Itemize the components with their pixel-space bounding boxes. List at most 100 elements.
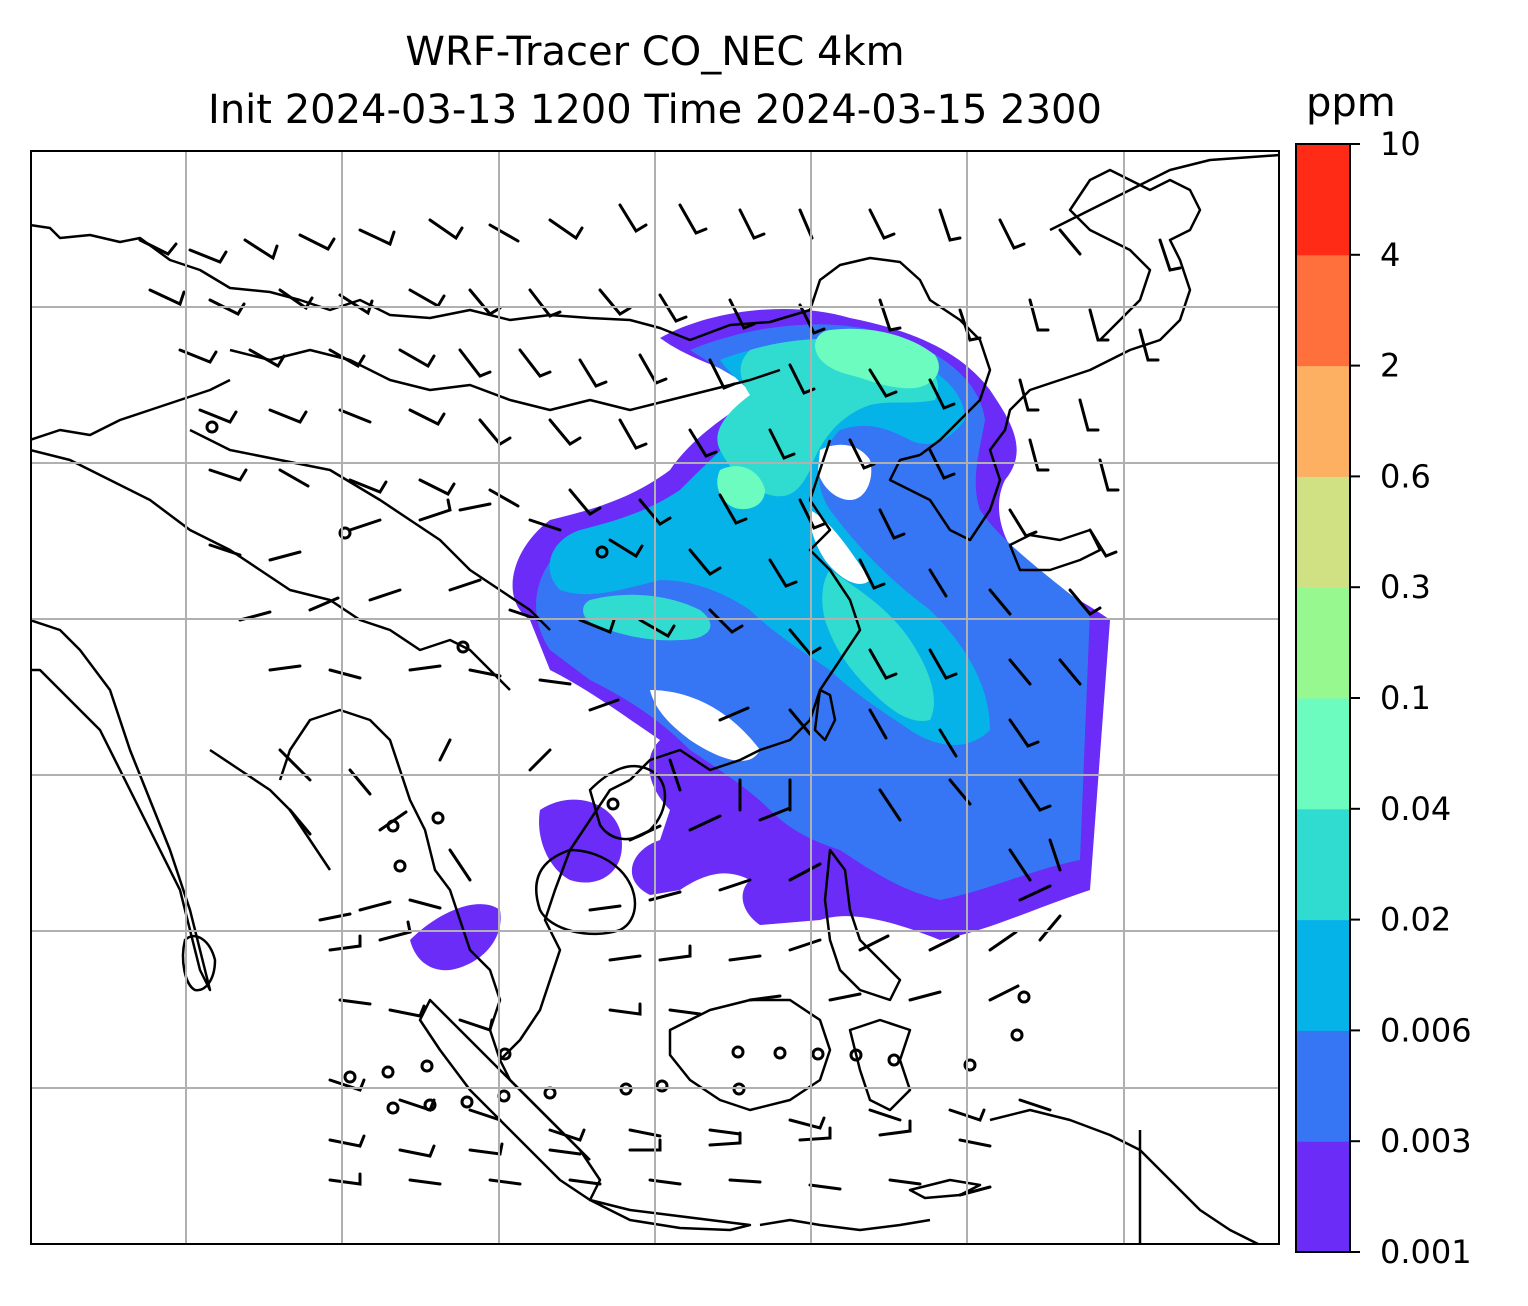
tracer-plume	[410, 308, 1110, 971]
barb	[618, 203, 648, 234]
barb	[658, 293, 688, 323]
barb	[828, 992, 862, 1002]
barb	[488, 223, 520, 243]
barb	[768, 558, 798, 588]
barb	[798, 1126, 832, 1142]
barb	[1078, 398, 1100, 432]
coastline-timor	[908, 1178, 982, 1200]
calm-marker	[887, 1053, 901, 1067]
calm-marker	[205, 420, 219, 434]
barb	[1018, 884, 1052, 902]
barb	[1008, 848, 1032, 882]
border-central-asia	[30, 378, 231, 442]
barb	[288, 808, 312, 836]
barb	[788, 938, 822, 952]
calm-marker	[731, 1045, 745, 1059]
barb	[928, 648, 958, 680]
barb	[243, 238, 279, 261]
barb	[1008, 508, 1038, 538]
calm-marker	[338, 526, 352, 540]
colorbar-tick-label: 0.001	[1380, 1233, 1472, 1271]
plume-green-west	[717, 466, 765, 510]
barb	[608, 1002, 642, 1016]
barb	[568, 488, 602, 516]
colorbar-tick-label: 0.006	[1380, 1011, 1472, 1049]
barb	[1048, 838, 1062, 872]
barb	[538, 678, 572, 686]
barb	[888, 1178, 922, 1186]
barb	[1028, 298, 1050, 332]
barb	[588, 904, 622, 912]
plume-gap-3	[650, 690, 760, 761]
barb	[548, 1148, 582, 1156]
colorbar-swatches	[1296, 144, 1350, 1253]
barb	[858, 934, 890, 952]
coastline-srilanka	[181, 934, 217, 992]
barb	[308, 596, 340, 612]
barb	[1018, 378, 1040, 412]
calm-marker	[1010, 1028, 1024, 1042]
coastline-gulf	[588, 764, 667, 841]
colorbar-swatch	[1296, 1141, 1350, 1253]
barb	[328, 1172, 362, 1186]
barb	[638, 618, 676, 639]
barb	[458, 502, 492, 512]
barb	[728, 1178, 762, 1184]
coastline-japan	[1008, 528, 1102, 572]
plume-purple-south	[539, 799, 622, 883]
coastline-kamchatka	[1049, 153, 1280, 232]
barb	[208, 468, 248, 482]
barb	[688, 428, 718, 458]
barb	[658, 944, 692, 962]
colorbar-swatch	[1296, 144, 1350, 256]
calm-marker	[386, 1101, 400, 1115]
plume-gap-2	[809, 510, 870, 584]
barb	[328, 934, 362, 952]
barb	[408, 408, 446, 426]
barb	[788, 1116, 826, 1130]
barb	[708, 1131, 742, 1147]
colorbar-swatch	[1296, 254, 1350, 367]
plume-purple-strait	[410, 904, 501, 971]
border-tibet	[189, 428, 551, 631]
barb	[518, 348, 552, 378]
barb	[1018, 1098, 1052, 1112]
colorbar-swatch	[1296, 365, 1350, 477]
border-himalaya	[30, 448, 511, 691]
barb	[878, 298, 902, 332]
barb	[418, 498, 452, 522]
colorbar-swatch	[1296, 476, 1350, 588]
barb	[338, 293, 374, 316]
colorbar-tick-label: 10	[1380, 130, 1421, 163]
coastline-china-east	[629, 439, 862, 781]
coastline-taiwan	[813, 688, 837, 742]
colorbar-tick-label: 0.1	[1380, 679, 1431, 717]
barb	[458, 1018, 494, 1032]
barb	[348, 518, 382, 532]
barb	[868, 648, 898, 680]
calm-marker	[420, 1059, 434, 1073]
barb	[688, 548, 722, 576]
barb	[1008, 718, 1040, 748]
barb	[408, 288, 446, 309]
barb	[808, 1183, 842, 1191]
barb	[468, 288, 502, 316]
colorbar-tick-label: 0.04	[1380, 790, 1451, 828]
barb	[448, 578, 482, 592]
barb	[928, 378, 956, 410]
barb	[1088, 308, 1110, 342]
barb	[428, 218, 464, 241]
calm-marker	[460, 1095, 474, 1109]
barb	[368, 588, 402, 602]
colorbar-tick-label: 0.3	[1380, 568, 1431, 606]
barb	[708, 608, 744, 634]
calm-marker	[386, 819, 400, 833]
barb	[608, 954, 642, 962]
calm-marker	[393, 859, 407, 873]
barb	[408, 898, 442, 910]
barb	[438, 738, 452, 762]
barb	[988, 588, 1012, 616]
barb	[958, 1138, 992, 1148]
coastline-borneo	[668, 998, 832, 1112]
colorbar: 0.001 0.003 0.006 0.02 0.04 0.1 0.3 0.6 2 4 10	[1295, 130, 1472, 1271]
